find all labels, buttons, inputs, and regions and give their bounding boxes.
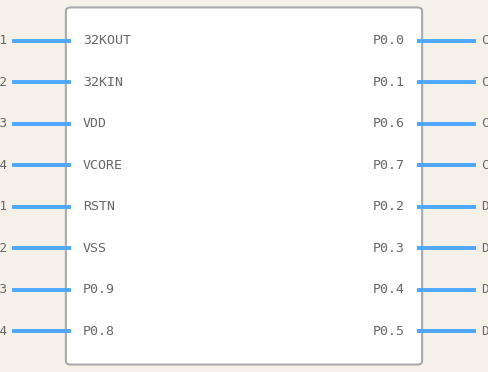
Text: D1: D1 — [481, 200, 488, 213]
Text: P0.7: P0.7 — [373, 159, 405, 172]
Text: C2: C2 — [481, 76, 488, 89]
Text: P0.3: P0.3 — [373, 242, 405, 255]
Text: P0.8: P0.8 — [83, 325, 115, 337]
Text: P0.5: P0.5 — [373, 325, 405, 337]
Text: P0.6: P0.6 — [373, 117, 405, 130]
Text: B4: B4 — [0, 325, 7, 337]
Text: VSS: VSS — [83, 242, 107, 255]
Text: VDD: VDD — [83, 117, 107, 130]
Text: A3: A3 — [0, 117, 7, 130]
Text: 32KOUT: 32KOUT — [83, 35, 131, 47]
Text: A4: A4 — [0, 159, 7, 172]
Text: D3: D3 — [481, 283, 488, 296]
Text: A1: A1 — [0, 35, 7, 47]
Text: P0.2: P0.2 — [373, 200, 405, 213]
Text: B3: B3 — [0, 283, 7, 296]
Text: C4: C4 — [481, 159, 488, 172]
Text: C3: C3 — [481, 117, 488, 130]
Text: D2: D2 — [481, 242, 488, 255]
Text: B1: B1 — [0, 200, 7, 213]
Text: P0.1: P0.1 — [373, 76, 405, 89]
Text: B2: B2 — [0, 242, 7, 255]
Text: VCORE: VCORE — [83, 159, 123, 172]
Text: 32KIN: 32KIN — [83, 76, 123, 89]
Text: P0.0: P0.0 — [373, 35, 405, 47]
Text: C1: C1 — [481, 35, 488, 47]
Text: P0.4: P0.4 — [373, 283, 405, 296]
Text: A2: A2 — [0, 76, 7, 89]
FancyBboxPatch shape — [66, 7, 422, 365]
Text: RSTN: RSTN — [83, 200, 115, 213]
Text: P0.9: P0.9 — [83, 283, 115, 296]
Text: D4: D4 — [481, 325, 488, 337]
